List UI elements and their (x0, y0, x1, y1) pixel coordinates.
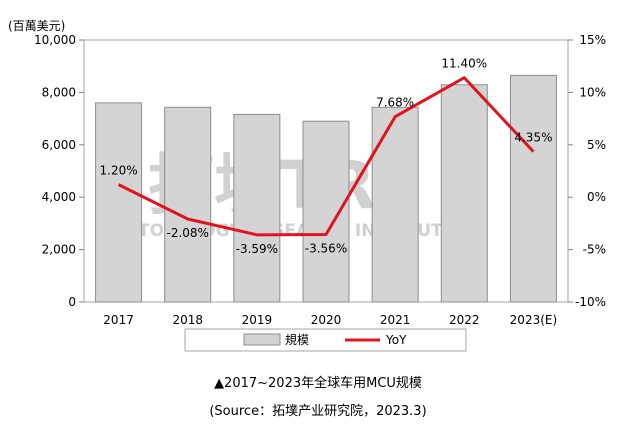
yoy-data-label: -2.08% (166, 226, 208, 240)
yoy-line (117, 76, 535, 237)
y-left-tick-label: 8,000 (42, 85, 76, 99)
x-tick-label: 2017 (103, 313, 134, 327)
chart: 拓墣TRi TOPOLOGY RESEARCH INSTITUTE (百萬美元)… (8, 19, 606, 352)
y-right-tick-label: 10% (579, 85, 606, 99)
y-right-tick-label: -5% (583, 243, 606, 257)
bars-layer (95, 74, 557, 303)
legend-label-bar: 規模 (285, 332, 309, 347)
x-axis: 2017 2018 2019 2020 2021 2022 2023(E) (103, 313, 557, 327)
y-right-tick-label: -10% (575, 295, 606, 309)
bar-2022 (440, 84, 488, 303)
legend: 規模 YoY (184, 328, 467, 352)
y-right-tick-label: 5% (587, 138, 606, 152)
x-tick-label: 2023(E) (510, 313, 557, 327)
yoy-data-label: 1.20% (100, 164, 138, 178)
caption-title: ▲2017~2023年全球车用MCU规模 (214, 376, 422, 391)
y-left-tick-label: 2,000 (42, 243, 76, 257)
legend-box (184, 328, 467, 352)
yoy-line-layer (117, 76, 535, 237)
x-tick-label: 2021 (380, 313, 411, 327)
y-left-tick-label: 10,000 (34, 33, 76, 47)
y-right-axis: -10% -5% 0% 5% 10% 15% (568, 33, 606, 309)
y-right-tick-label: 0% (587, 190, 606, 204)
x-tick-label: 2020 (311, 313, 342, 327)
yoy-data-label: -3.59% (236, 242, 278, 256)
x-tick-label: 2018 (172, 313, 203, 327)
x-tick-label: 2019 (242, 313, 273, 327)
yoy-data-label: -3.56% (305, 242, 347, 256)
y-left-axis: 0 2,000 4,000 6,000 8,000 10,000 (34, 33, 84, 309)
y-right-tick-label: 15% (579, 33, 606, 47)
y-unit-label: (百萬美元) (8, 19, 65, 33)
legend-swatch-bar (243, 333, 281, 346)
bar-2021 (371, 106, 419, 303)
x-tick-label: 2022 (449, 313, 480, 327)
caption-source: (Source：拓墣产业研究院，2023.3) (209, 404, 427, 419)
yoy-data-label: 4.35% (514, 131, 552, 145)
y-left-tick-label: 0 (68, 295, 76, 309)
y-left-tick-label: 6,000 (42, 138, 76, 152)
bar-2019 (233, 113, 281, 303)
yoy-data-label: 11.40% (441, 57, 487, 71)
data-labels: 1.20% -2.08% -3.59% -3.56% 7.68% 11.40% 4.35% (100, 57, 553, 256)
bar-2018 (164, 106, 212, 303)
bar-2020 (302, 120, 350, 303)
legend-label-line: YoY (385, 333, 407, 347)
y-left-tick-label: 4,000 (42, 190, 76, 204)
yoy-data-label: 7.68% (376, 96, 414, 110)
bar-2023(E) (509, 74, 557, 303)
bar-2017 (95, 102, 143, 303)
